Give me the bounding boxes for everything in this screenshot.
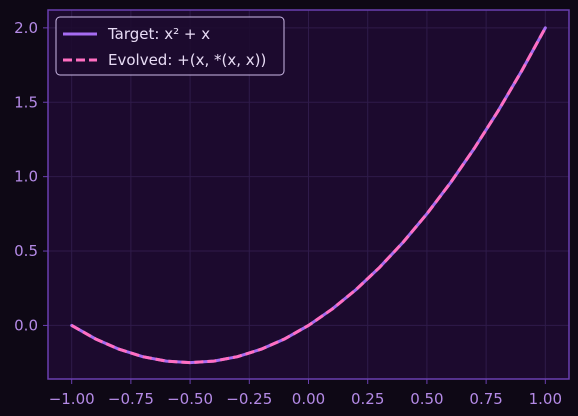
x-tick-label-3: −0.25 xyxy=(226,390,272,408)
y-tick-label-4: 2.0 xyxy=(14,19,38,37)
legend-label-0: Target: x² + x xyxy=(107,25,210,43)
x-tick-label-8: 1.00 xyxy=(529,390,562,408)
y-axis: 0.0 0.5 1.0 1.5 2.0 xyxy=(14,19,48,334)
x-tick-label-6: 0.50 xyxy=(410,390,443,408)
legend: Target: x² + x Evolved: +(x, *(x, x)) xyxy=(55,16,285,76)
legend-label-1: Evolved: +(x, *(x, x)) xyxy=(108,51,266,69)
y-tick-label-1: 0.5 xyxy=(14,242,38,260)
x-tick-label-1: −0.75 xyxy=(108,390,154,408)
x-tick-label-7: 0.75 xyxy=(469,390,502,408)
series-layer xyxy=(70,26,547,365)
x-tick-label-2: −0.50 xyxy=(167,390,213,408)
y-tick-label-3: 1.5 xyxy=(14,93,38,111)
y-tick-label-2: 1.0 xyxy=(14,168,38,186)
x-tick-label-4: 0.00 xyxy=(292,390,325,408)
legend-box xyxy=(55,16,285,76)
y-tick-label-0: 0.0 xyxy=(14,316,38,334)
grid xyxy=(48,10,569,379)
x-tick-label-5: 0.25 xyxy=(351,390,384,408)
x-axis: −1.00 −0.75 −0.50 −0.25 0.00 0.25 0.50 0.75 1.00 xyxy=(49,379,562,408)
x-tick-label-0: −1.00 xyxy=(49,390,95,408)
series-line-1 xyxy=(70,27,547,365)
